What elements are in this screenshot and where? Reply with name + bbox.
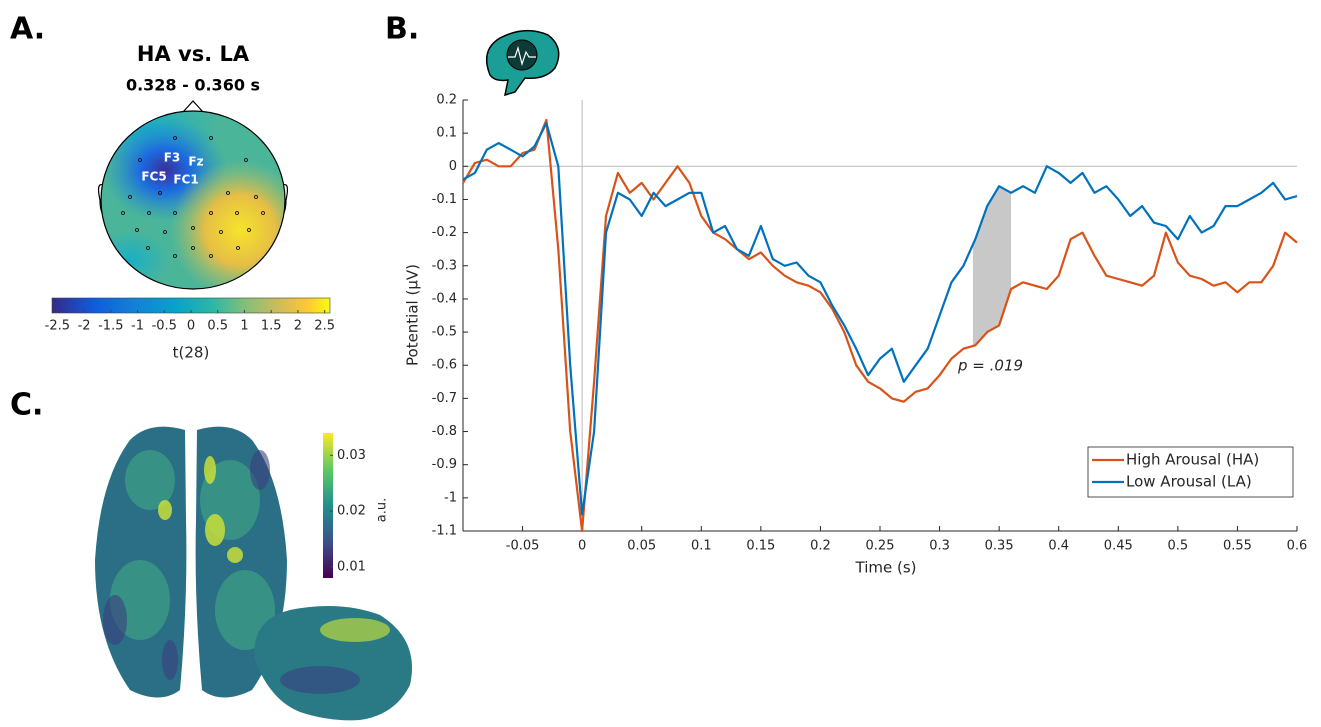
colorbar-tick-label: 1 (240, 319, 248, 334)
colorbar-tick-label: 0 (187, 319, 195, 334)
topomap-title: HA vs. LA (137, 42, 250, 66)
y-tick-label: -1 (444, 490, 457, 505)
x-tick-label: 0.55 (1223, 539, 1252, 554)
electrode-label: F3 (164, 151, 181, 165)
colorbar-tick-label: -2 (78, 319, 91, 334)
figure: A. HA vs. LA 0.328 - 0.360 s F3 Fz FC5 F… (0, 0, 1321, 727)
electrode-label: FC1 (173, 173, 198, 187)
x-tick-label: 0.35 (985, 539, 1014, 554)
x-tick-label: 0.4 (1048, 539, 1069, 554)
y-tick-label: 0 (449, 159, 457, 174)
x-tick-label: 0 (578, 539, 586, 554)
colorbar-tick-label: 0.5 (207, 319, 228, 334)
head (80, 90, 310, 300)
colorbar (323, 433, 333, 578)
page: {"chart_data": [ {"type": "topomap", "pa… (0, 0, 1321, 727)
y-axis-label: Potential (μV) (404, 264, 422, 366)
x-tick-label: 0.5 (1168, 539, 1189, 554)
electrode-label: Fz (188, 155, 203, 169)
y-tick-label: -0.3 (432, 258, 457, 273)
x-tick-label: -0.05 (506, 539, 540, 554)
x-tick-label: 0.15 (746, 539, 775, 554)
colorbar-tick-label: -0.5 (152, 319, 177, 334)
legend-label: Low Arousal (LA) (1126, 473, 1252, 491)
colorbar-tick-label: -1.5 (98, 319, 123, 334)
y-tick-label: 0.2 (436, 93, 457, 108)
colorbar-tick-label: 0.01 (337, 559, 366, 574)
brain-icon (487, 31, 559, 95)
x-tick-label: 0.2 (810, 539, 831, 554)
panel-label: C. (10, 388, 43, 423)
colorbar-tick-label: 1.5 (261, 319, 282, 334)
colorbar-tick-label: -1 (131, 319, 144, 334)
significance-window (973, 186, 1011, 346)
y-tick-label: -0.1 (432, 192, 457, 207)
colorbar-tick-label: 2.5 (314, 319, 335, 334)
y-tick-label: -0.9 (432, 457, 457, 472)
x-axis-label: Time (s) (855, 559, 917, 577)
y-tick-label: -0.8 (432, 424, 457, 439)
colorbar-tick-label: 0.03 (337, 448, 366, 463)
y-tick-label: 0.1 (436, 126, 457, 141)
colorbar-tick-label: 2 (294, 319, 302, 334)
colorbar-tick-label: 0.02 (337, 504, 366, 519)
electrode-label: FC5 (141, 170, 166, 184)
x-tick-label: 0.45 (1104, 539, 1133, 554)
colorbar-tick-label: -2.5 (45, 319, 70, 334)
topomap-subtitle: 0.328 - 0.360 s (126, 76, 260, 95)
legend-label: High Arousal (HA) (1126, 451, 1259, 469)
colorbar-label: a.u. (375, 498, 390, 522)
annotation: p = .019 (957, 357, 1023, 375)
y-tick-label: -0.2 (432, 225, 457, 240)
panel-label: B. (385, 12, 419, 47)
x-tick-label: 0.1 (691, 539, 712, 554)
x-tick-label: 0.05 (627, 539, 656, 554)
colorbar-label: t(28) (173, 344, 210, 362)
y-tick-label: -1.1 (432, 524, 457, 539)
y-tick-label: -0.6 (432, 358, 457, 373)
y-tick-label: -0.7 (432, 391, 457, 406)
panel-label: A. (10, 12, 45, 47)
y-tick-label: -0.4 (432, 291, 457, 306)
x-tick-label: 0.3 (929, 539, 950, 554)
x-tick-label: 0.6 (1287, 539, 1308, 554)
y-tick-label: -0.5 (432, 325, 457, 340)
x-tick-label: 0.25 (866, 539, 895, 554)
